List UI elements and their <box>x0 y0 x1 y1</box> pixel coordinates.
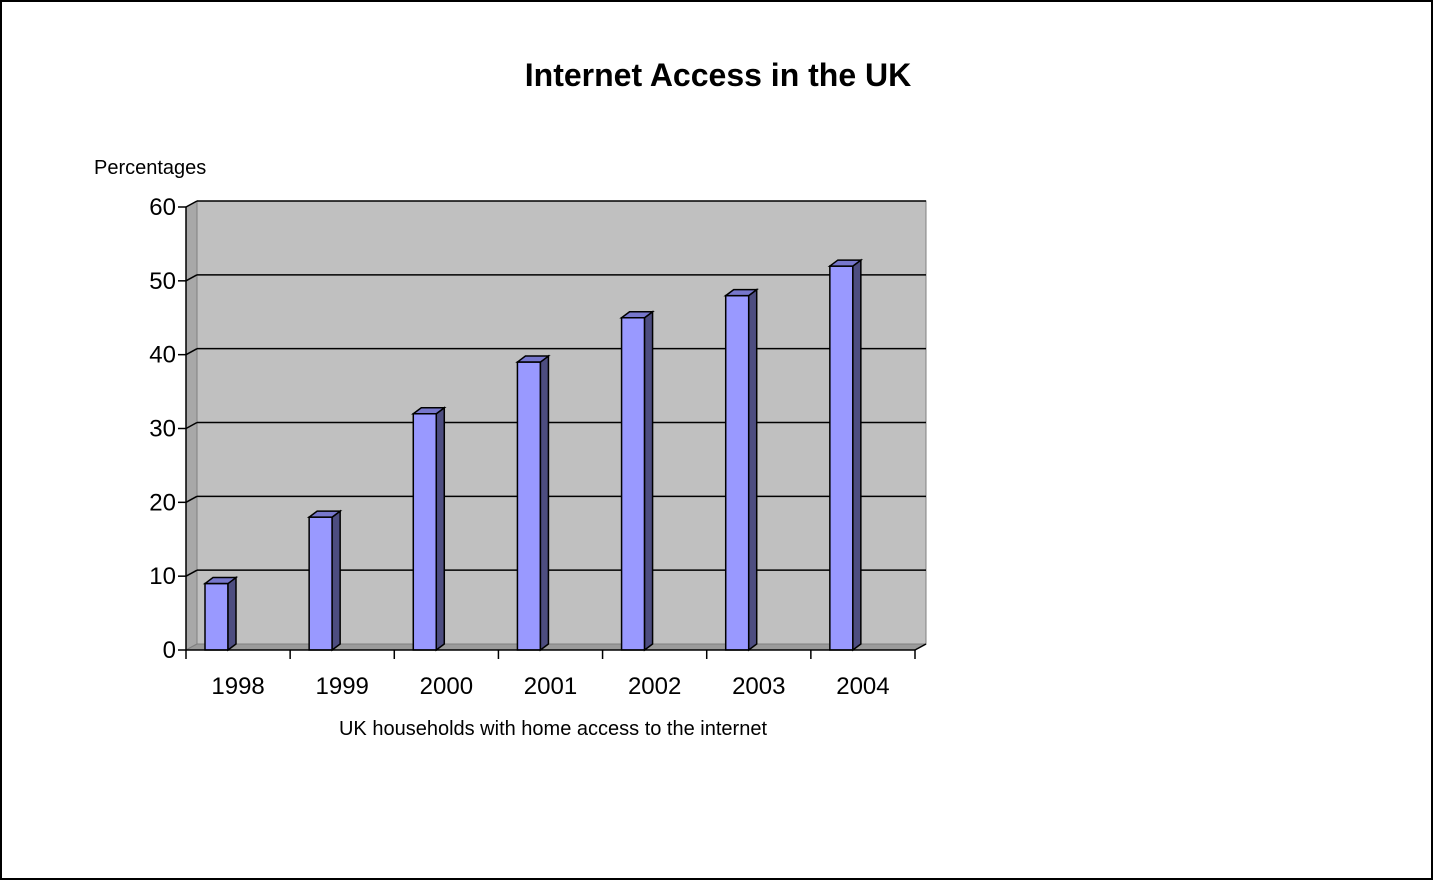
bar-series <box>202 258 864 652</box>
bar-front <box>308 516 333 651</box>
x-tick-label: 2001 <box>524 673 577 700</box>
bar-top <box>827 259 864 267</box>
bar <box>202 576 239 652</box>
bar <box>723 288 759 652</box>
plot-floor <box>185 643 927 651</box>
x-axis-end <box>914 643 927 651</box>
bar-top <box>202 576 239 585</box>
x-tick-label: 2002 <box>628 673 681 700</box>
bar-side <box>435 406 446 652</box>
bar-front <box>724 294 750 651</box>
bar-top <box>515 355 551 363</box>
bar <box>619 310 655 652</box>
gridlines <box>185 200 926 577</box>
bar-side <box>539 354 550 652</box>
y-tick-label: 0 <box>163 637 176 664</box>
y-tick-label: 60 <box>149 194 176 221</box>
gridline-side <box>185 200 198 208</box>
bar-side <box>331 509 341 652</box>
bar-side <box>852 258 862 652</box>
gridline-side <box>185 348 198 356</box>
bar-side <box>747 288 758 652</box>
y-tick-labels: 0 10 20 30 40 50 60 <box>149 194 186 664</box>
x-tick-label: 1999 <box>316 673 369 700</box>
bar-top <box>306 510 343 518</box>
bar <box>827 258 864 652</box>
bar-top <box>723 288 759 297</box>
bar-front <box>412 412 438 651</box>
y-tick-label: 10 <box>149 563 176 590</box>
gridline-side <box>185 274 198 282</box>
bar <box>306 509 343 652</box>
x-tick-label: 2003 <box>732 673 785 700</box>
bar <box>411 406 447 652</box>
chart-canvas: Internet Access in the UK Percentages UK… <box>94 57 927 740</box>
x-tick-label: 2000 <box>420 673 473 700</box>
plot-area <box>185 200 927 651</box>
bar-front <box>620 317 646 651</box>
x-tick-labels: 1998 1999 2000 2001 2002 2003 2004 <box>185 650 916 700</box>
bar <box>515 354 551 652</box>
x-tick-label: 2004 <box>836 673 889 700</box>
gridline-side <box>185 495 198 503</box>
bar-front <box>204 582 229 651</box>
gridline-side <box>185 421 198 430</box>
y-tick-label: 30 <box>149 416 176 443</box>
x-axis-label: UK households with home access to the in… <box>339 718 767 740</box>
bar-side <box>227 576 237 652</box>
bar-front <box>829 265 854 651</box>
y-tick-label: 40 <box>149 342 176 369</box>
y-tick-label: 50 <box>149 268 176 295</box>
bar-side <box>643 310 654 652</box>
y-axis-label: Percentages <box>94 157 206 179</box>
chart-title: Internet Access in the UK <box>525 57 911 93</box>
y-tick-label: 20 <box>149 489 176 516</box>
bar-top <box>411 406 447 415</box>
gridline-side <box>185 569 198 577</box>
x-tick-label: 1998 <box>211 673 264 700</box>
bar-top <box>619 311 655 319</box>
bar-front <box>516 361 542 651</box>
